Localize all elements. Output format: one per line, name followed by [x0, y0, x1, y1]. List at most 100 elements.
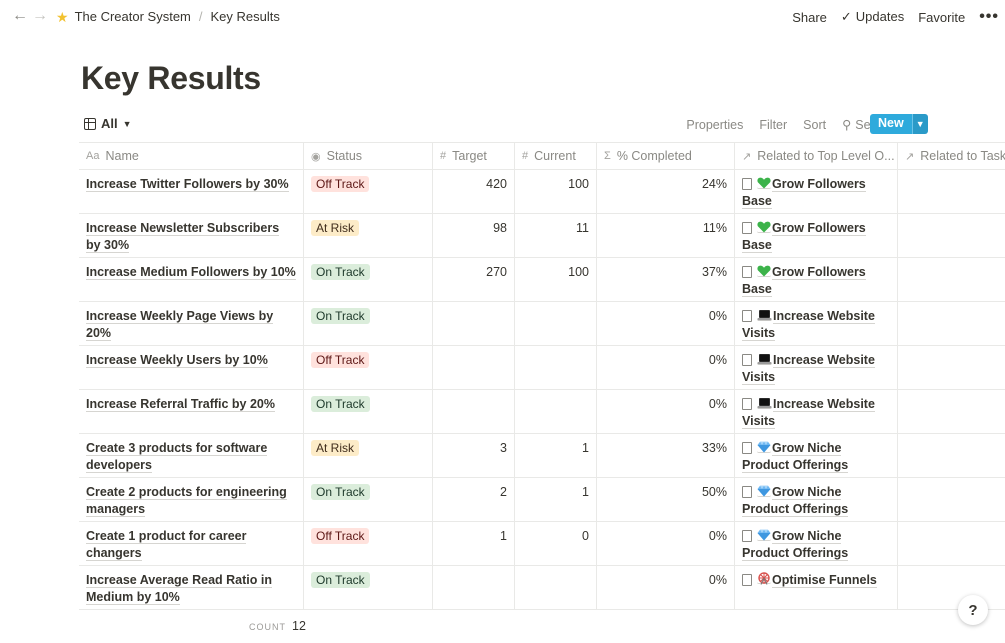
help-button[interactable]: ? [958, 595, 988, 625]
cell-current[interactable]: 100 [515, 170, 597, 213]
cell-target[interactable]: 3 [433, 434, 515, 477]
table-row[interactable]: Increase Medium Followers by 10% On Track… [79, 258, 1005, 302]
cell-related-objective[interactable]: Increase Website Visits [735, 302, 898, 345]
cell-current[interactable]: 1 [515, 478, 597, 521]
favorite-button[interactable]: Favorite [918, 9, 966, 25]
table-row[interactable]: Increase Newsletter Subscribers by 30% At… [79, 214, 1005, 258]
table-row[interactable]: Increase Twitter Followers by 30% Off Tra… [79, 170, 1005, 214]
table-row[interactable]: Create 2 products for engineering manage… [79, 478, 1005, 522]
cell-target[interactable]: 270 [433, 258, 515, 301]
related-objective-link[interactable]: Optimise Funnels [742, 572, 877, 588]
cell-status[interactable]: On Track [304, 258, 433, 301]
view-selector[interactable]: All ▼ [84, 116, 132, 131]
column-header-status[interactable]: ◉ Status [304, 143, 433, 169]
related-objective-link[interactable]: Grow Niche Product Offerings [742, 529, 849, 561]
row-name[interactable]: Increase Twitter Followers by 30% [86, 177, 289, 192]
cell-target[interactable] [433, 566, 515, 609]
related-objective-link[interactable]: Grow Followers Base [742, 177, 866, 209]
related-objective-link[interactable]: Grow Followers Base [742, 265, 866, 297]
row-name[interactable]: Create 1 product for career changers [86, 529, 247, 561]
row-name[interactable]: Create 3 products for software developer… [86, 441, 268, 473]
cell-target[interactable]: 98 [433, 214, 515, 257]
cell-related-objective[interactable]: Grow Followers Base [735, 214, 898, 257]
cell-related-objective[interactable]: Optimise Funnels [735, 566, 898, 609]
table-row[interactable]: Increase Referral Traffic by 20% On Track… [79, 390, 1005, 434]
cell-name[interactable]: Create 3 products for software developer… [79, 434, 304, 477]
related-objective-link[interactable]: Increase Website Visits [742, 397, 875, 429]
cell-status[interactable]: On Track [304, 478, 433, 521]
cell-name[interactable]: Increase Referral Traffic by 20% [79, 390, 304, 433]
cell-target[interactable] [433, 390, 515, 433]
cell-related-task[interactable] [898, 390, 1005, 433]
cell-current[interactable]: 1 [515, 434, 597, 477]
table-row[interactable]: Create 3 products for software developer… [79, 434, 1005, 478]
table-row[interactable]: Increase Weekly Users by 10% Off Track 0% I… [79, 346, 1005, 390]
cell-related-objective[interactable]: Grow Niche Product Offerings [735, 478, 898, 521]
cell-current[interactable] [515, 566, 597, 609]
cell-related-task[interactable] [898, 346, 1005, 389]
column-header-current[interactable]: # Current [515, 143, 597, 169]
cell-related-task[interactable] [898, 522, 1005, 565]
cell-status[interactable]: On Track [304, 390, 433, 433]
related-objective-link[interactable]: Increase Website Visits [742, 353, 875, 385]
related-objective-link[interactable]: Grow Niche Product Offerings [742, 485, 849, 517]
related-objective-link[interactable]: Increase Website Visits [742, 309, 875, 341]
breadcrumb-workspace[interactable]: The Creator System [74, 9, 191, 24]
cell-related-task[interactable] [898, 258, 1005, 301]
related-objective-link[interactable]: Grow Niche Product Offerings [742, 441, 849, 473]
cell-target[interactable] [433, 346, 515, 389]
cell-current[interactable]: 0 [515, 522, 597, 565]
cell-name[interactable]: Increase Medium Followers by 10% [79, 258, 304, 301]
cell-related-objective[interactable]: Increase Website Visits [735, 346, 898, 389]
cell-status[interactable]: At Risk [304, 214, 433, 257]
cell-name[interactable]: Increase Average Read Ratio in Medium by… [79, 566, 304, 609]
filter-button[interactable]: Filter [759, 117, 788, 132]
row-name[interactable]: Increase Average Read Ratio in Medium by… [86, 573, 272, 605]
share-button[interactable]: Share [792, 9, 827, 25]
cell-related-objective[interactable]: Grow Niche Product Offerings [735, 434, 898, 477]
updates-button[interactable]: ✓ Updates [841, 9, 904, 25]
cell-related-task[interactable] [898, 434, 1005, 477]
cell-current[interactable] [515, 302, 597, 345]
cell-status[interactable]: On Track [304, 302, 433, 345]
cell-related-task[interactable] [898, 302, 1005, 345]
cell-related-objective[interactable]: Grow Niche Product Offerings [735, 522, 898, 565]
column-header-name[interactable]: Aa Name [79, 143, 304, 169]
cell-current[interactable] [515, 346, 597, 389]
table-row[interactable]: Increase Weekly Page Views by 20% On Trac… [79, 302, 1005, 346]
cell-name[interactable]: Increase Twitter Followers by 30% [79, 170, 304, 213]
row-name[interactable]: Increase Referral Traffic by 20% [86, 397, 275, 412]
back-arrow-icon[interactable]: ← [12, 7, 28, 24]
cell-current[interactable]: 100 [515, 258, 597, 301]
column-header-related-task[interactable]: ↗ Related to Task [898, 143, 1005, 169]
cell-related-objective[interactable]: Grow Followers Base [735, 170, 898, 213]
row-name[interactable]: Increase Medium Followers by 10% [86, 265, 296, 280]
cell-status[interactable]: Off Track [304, 170, 433, 213]
breadcrumb-page[interactable]: Key Results [210, 9, 280, 24]
row-name[interactable]: Increase Newsletter Subscribers by 30% [86, 221, 280, 253]
cell-status[interactable]: On Track [304, 566, 433, 609]
row-name[interactable]: Increase Weekly Page Views by 20% [86, 309, 274, 341]
cell-target[interactable]: 420 [433, 170, 515, 213]
new-button[interactable]: New [870, 114, 912, 134]
forward-arrow-icon[interactable]: → [32, 7, 48, 24]
cell-current[interactable]: 11 [515, 214, 597, 257]
new-dropdown-chevron-icon[interactable]: ▼ [911, 114, 928, 134]
table-row[interactable]: Increase Average Read Ratio in Medium by… [79, 566, 1005, 610]
cell-name[interactable]: Increase Weekly Page Views by 20% [79, 302, 304, 345]
properties-button[interactable]: Properties [686, 117, 744, 132]
column-header-pct[interactable]: Σ % Completed [597, 143, 735, 169]
cell-related-task[interactable] [898, 566, 1005, 609]
column-header-target[interactable]: # Target [433, 143, 515, 169]
column-header-related-objective[interactable]: ↗ Related to Top Level O... [735, 143, 898, 169]
cell-status[interactable]: Off Track [304, 346, 433, 389]
table-row[interactable]: Create 1 product for career changers Off … [79, 522, 1005, 566]
cell-related-objective[interactable]: Increase Website Visits [735, 390, 898, 433]
more-options-icon[interactable]: ••• [979, 8, 999, 25]
cell-related-objective[interactable]: Grow Followers Base [735, 258, 898, 301]
cell-related-task[interactable] [898, 214, 1005, 257]
cell-target[interactable]: 2 [433, 478, 515, 521]
cell-related-task[interactable] [898, 478, 1005, 521]
cell-name[interactable]: Create 2 products for engineering manage… [79, 478, 304, 521]
cell-target[interactable] [433, 302, 515, 345]
